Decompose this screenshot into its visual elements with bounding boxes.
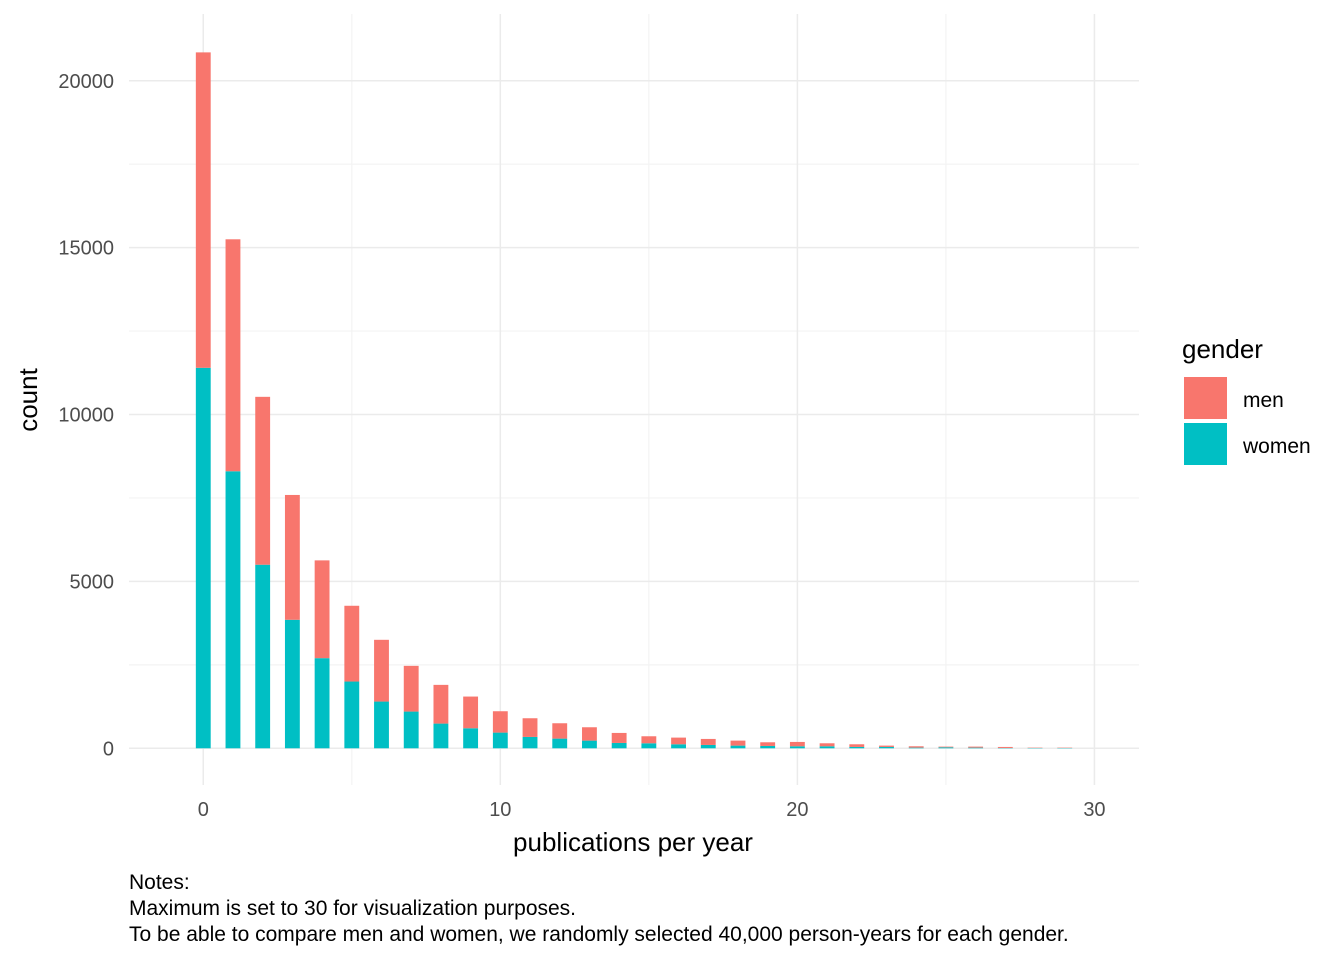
bar-women — [284, 619, 300, 749]
x-tick-label: 20 — [786, 799, 808, 821]
legend-label-men: men — [1243, 389, 1284, 412]
bar-women — [908, 747, 924, 749]
bar-women — [522, 736, 538, 749]
bar-men — [314, 560, 330, 659]
legend: gender men women — [1182, 334, 1311, 465]
bar-men — [849, 744, 865, 747]
bar-men — [195, 52, 211, 368]
bar-men — [225, 239, 241, 472]
bar-men — [641, 736, 657, 744]
y-tick-label: 10000 — [58, 405, 114, 427]
x-tick-label: 10 — [489, 799, 511, 821]
bar-men — [819, 743, 835, 747]
notes-line-2: To be able to compare men and women, we … — [129, 923, 1069, 946]
notes: Notes: Maximum is set to 30 for visualiz… — [129, 870, 1069, 948]
bar-women — [255, 564, 271, 749]
legend-label-women: women — [1242, 435, 1311, 458]
bar-men — [879, 745, 894, 747]
bar-men — [968, 746, 984, 748]
grid-minor — [129, 14, 1139, 785]
bar-women — [374, 701, 389, 749]
bar-women — [641, 743, 657, 749]
bar-women — [314, 658, 330, 749]
bar-men — [403, 665, 419, 712]
bar-men — [492, 711, 508, 733]
bar-men — [671, 737, 686, 745]
bar-women — [195, 367, 211, 749]
bar-men — [344, 605, 360, 682]
notes-heading: Notes: — [129, 871, 190, 894]
bar-women — [463, 728, 479, 749]
bar-men — [700, 738, 716, 745]
y-tick-label: 15000 — [58, 238, 114, 260]
bar-women — [938, 747, 954, 749]
bar-women — [730, 745, 746, 749]
bar-women — [492, 732, 508, 749]
bar-women — [225, 471, 241, 749]
bar-men — [463, 696, 479, 729]
bar-men — [552, 723, 568, 739]
y-tick-label: 20000 — [58, 71, 114, 93]
grid-major — [129, 14, 1139, 785]
legend-swatch-men — [1184, 377, 1227, 419]
bar-men — [908, 746, 924, 748]
bar-women — [819, 746, 835, 749]
bar-men — [284, 494, 300, 620]
legend-swatch-women — [1184, 423, 1227, 465]
bar-women — [789, 746, 805, 749]
bar-men — [582, 727, 597, 741]
bar-men — [760, 742, 776, 746]
y-tick-label: 0 — [103, 738, 114, 760]
bar-women — [671, 744, 686, 749]
bar-men — [433, 684, 449, 724]
bar-women — [879, 746, 894, 749]
bar-men — [789, 741, 805, 747]
bar-women — [344, 681, 360, 749]
bar-men — [611, 732, 627, 743]
bar-men — [997, 746, 1013, 748]
y-tick-label: 5000 — [70, 571, 115, 593]
y-axis-title: count — [13, 367, 43, 431]
notes-line-1: Maximum is set to 30 for visualization p… — [129, 897, 577, 920]
bar-women — [849, 746, 865, 749]
bar-women — [611, 742, 627, 749]
bar-women — [968, 747, 984, 749]
bar-women — [700, 744, 716, 749]
bar-men — [374, 639, 389, 702]
x-axis-ticks: 0 10 20 30 — [198, 799, 1106, 821]
legend-title: gender — [1182, 334, 1263, 364]
x-tick-label: 30 — [1083, 799, 1105, 821]
x-axis-title: publications per year — [513, 827, 753, 857]
x-tick-label: 0 — [198, 799, 209, 821]
bar-women — [403, 711, 419, 749]
bar-men — [938, 746, 954, 748]
bars — [195, 52, 1073, 749]
bar-men — [522, 718, 538, 737]
bar-women — [582, 740, 597, 749]
bar-men — [730, 740, 746, 746]
bar-women — [433, 723, 449, 749]
bar-women — [760, 745, 776, 749]
bar-women — [552, 738, 568, 749]
bar-men — [255, 396, 271, 565]
y-axis-ticks: 0 5000 10000 15000 20000 — [58, 71, 114, 761]
